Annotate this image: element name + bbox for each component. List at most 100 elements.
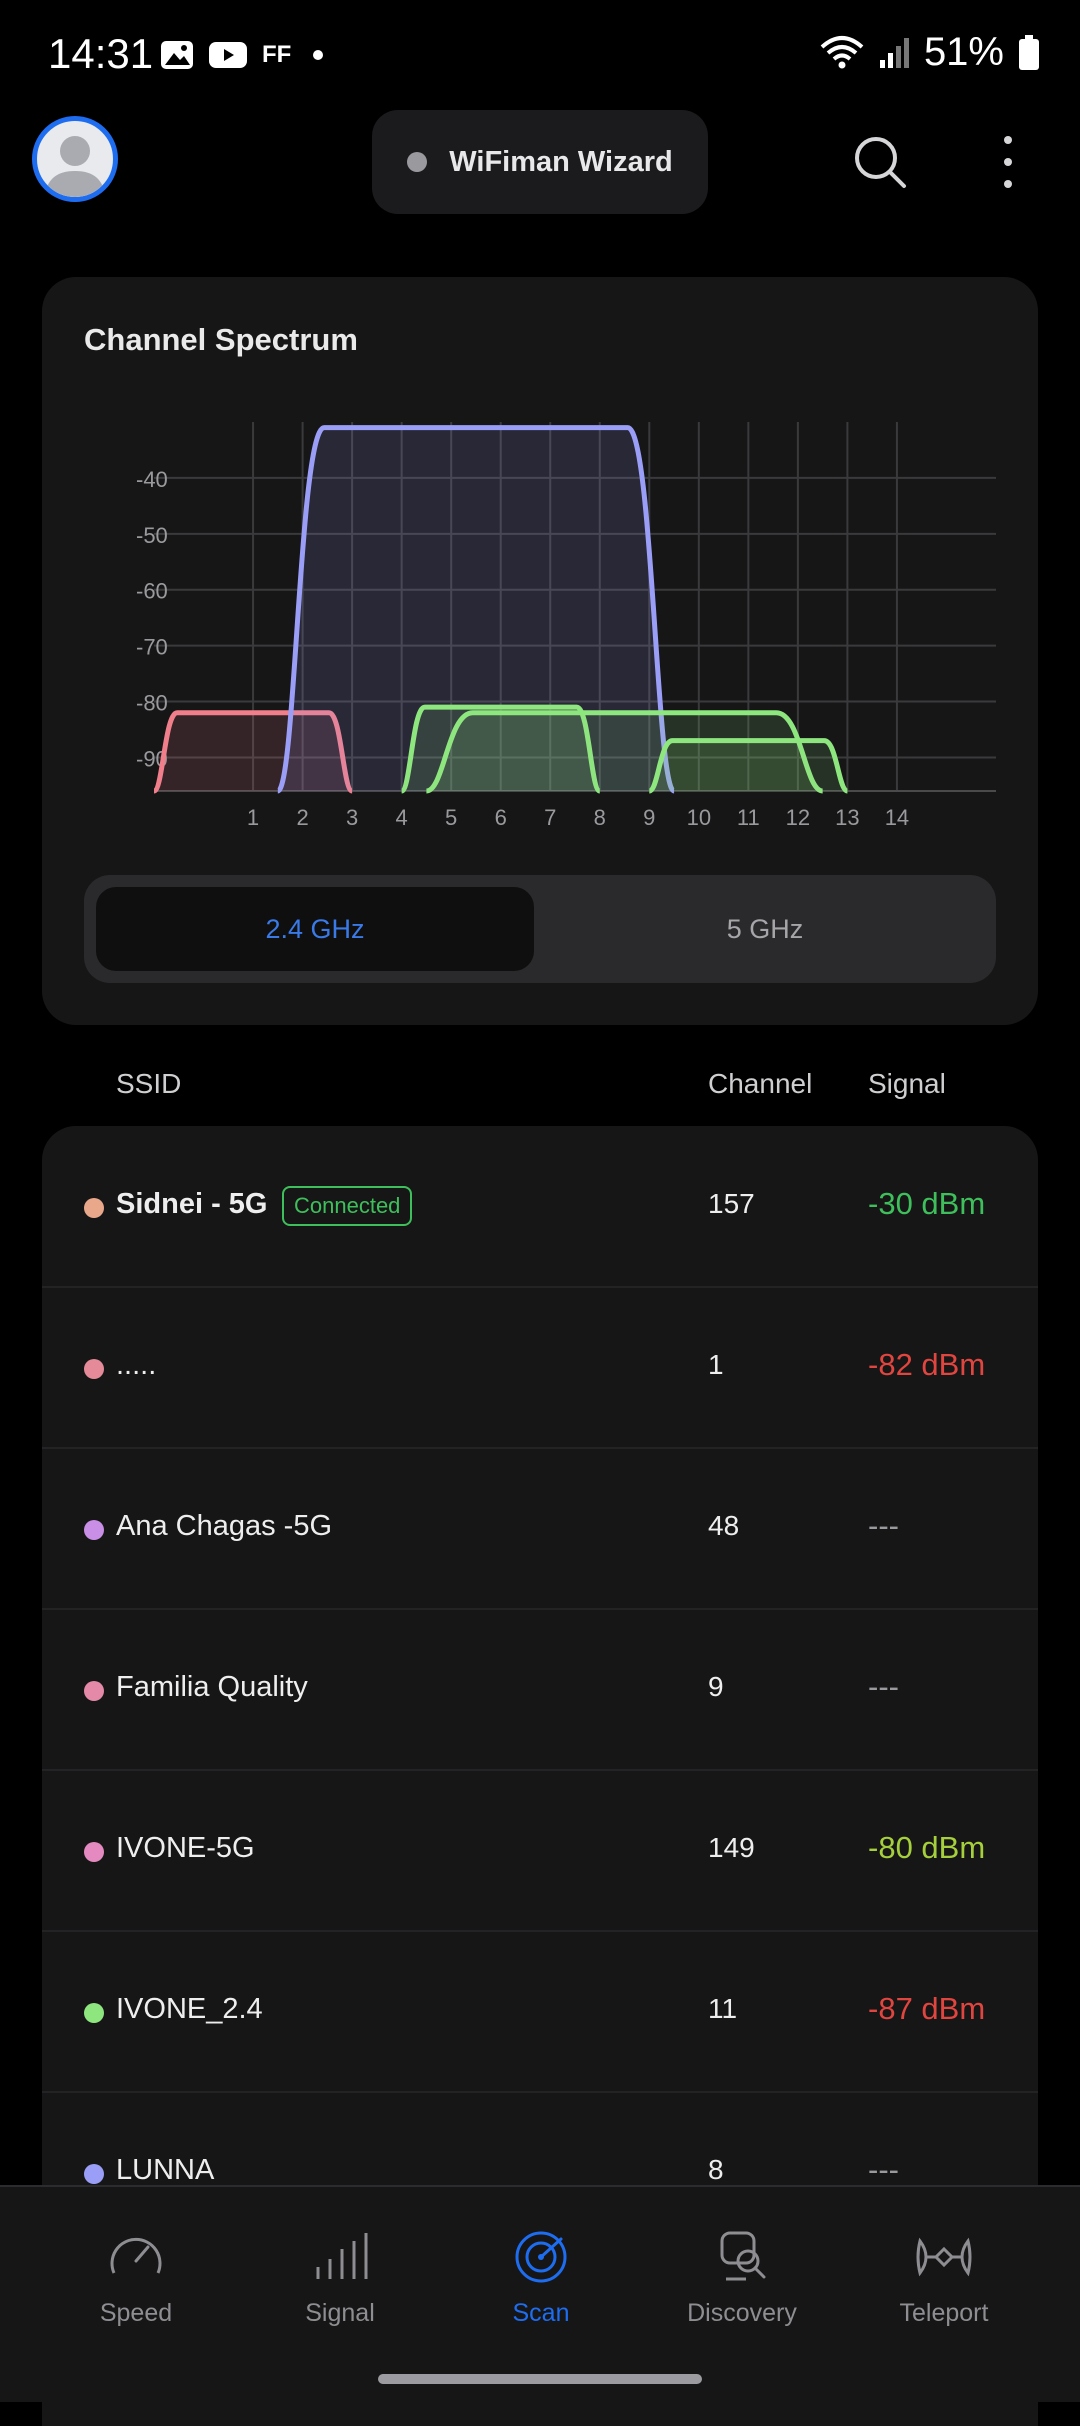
band-5ghz-button[interactable]: 5 GHz: [726, 913, 804, 944]
wifiman-wizard-button[interactable]: WiFiman Wizard: [372, 110, 708, 214]
network-row[interactable]: ..... 1 -82 dBm: [42, 1287, 1038, 1449]
ssid-label: IVONE_2.4: [116, 1993, 263, 2025]
x-tick-label: 7: [544, 805, 556, 830]
channel-value: 1: [708, 1349, 724, 1380]
x-tick-label: 11: [737, 805, 760, 830]
band-2-4ghz-button[interactable]: 2.4 GHz: [96, 887, 534, 971]
more-vert-icon[interactable]: [990, 132, 1026, 192]
network-row[interactable]: IVONE-5G 149 -80 dBm: [42, 1770, 1038, 1932]
ssid-column-header[interactable]: SSID: [116, 1068, 182, 1099]
channel-value: 157: [708, 1188, 755, 1219]
x-tick-label: 4: [396, 805, 408, 830]
ssid-label: IVONE-5G: [116, 1832, 255, 1864]
status-time: 14:31: [48, 30, 154, 77]
x-tick-label: 3: [346, 805, 358, 830]
nav-scan[interactable]: Scan: [433, 2187, 649, 2357]
network-color-dot: [84, 2164, 104, 2184]
battery-percent: 51%: [923, 30, 1004, 74]
wizard-status-dot: [407, 152, 428, 172]
channel-area: [277, 427, 675, 791]
gallery-icon: [161, 41, 193, 69]
x-tick-label: 1: [247, 805, 259, 830]
avatar[interactable]: [32, 116, 118, 202]
signal-value: ---: [868, 1669, 899, 1704]
nav-label: Scan: [512, 2299, 570, 2327]
nav-label: Speed: [99, 2299, 173, 2327]
network-color-dot: [84, 1520, 104, 1540]
channel-spectrum-card: Channel Spectrum -40 -50 -60 -70 -80 -90 1 2 3 4 5…: [42, 277, 1038, 1025]
network-row[interactable]: Sidnei - 5G Connected 157 -30 dBm: [42, 1126, 1038, 1288]
x-tick-label: 10: [687, 805, 711, 830]
nav-discovery[interactable]: Discovery: [634, 2187, 850, 2357]
table-header: SSID Channel Signal: [0, 1068, 1080, 1108]
scan-icon: [515, 2231, 567, 2283]
nav-label: Discovery: [687, 2299, 797, 2327]
ssid-label: Ana Chagas -5G: [116, 1510, 333, 1542]
notification-icons: FF: [160, 40, 324, 70]
nav-label: Signal: [305, 2299, 375, 2327]
x-tick-label: 8: [594, 805, 606, 830]
youtube-icon: [209, 42, 247, 68]
channel-value: 11: [708, 1993, 738, 2024]
channel-area: [426, 712, 823, 791]
channel-column-header[interactable]: Channel: [708, 1068, 813, 1099]
x-tick-label: 9: [643, 805, 655, 830]
wizard-label: WiFiman Wizard: [449, 145, 673, 178]
signal-value: -80 dBm: [868, 1830, 986, 1865]
x-tick-label: 12: [786, 805, 810, 830]
channel-line: [151, 710, 355, 794]
channel-area: [649, 740, 848, 791]
band-toggle: 2.4 GHz 5 GHz: [84, 875, 996, 983]
teleport-icon: [916, 2237, 972, 2277]
nav-teleport[interactable]: Teleport: [836, 2187, 1052, 2357]
battery-icon: [1019, 34, 1039, 70]
channel-value: 149: [708, 1832, 755, 1863]
channel-line: [425, 710, 824, 794]
ssid-label: Familia Quality: [116, 1671, 308, 1703]
signal-column-header[interactable]: Signal: [868, 1068, 946, 1099]
network-color-dot: [84, 2003, 104, 2023]
channel-area: [154, 712, 353, 791]
home-indicator[interactable]: [378, 2374, 702, 2384]
signal-value: -82 dBm: [868, 1347, 986, 1382]
app-header: WiFiman Wizard: [0, 110, 1080, 220]
x-tick-label: 6: [495, 805, 507, 830]
status-right: 51%: [820, 30, 1040, 75]
y-tick-label: -40: [136, 467, 168, 492]
signal-value: ---: [868, 2152, 899, 2187]
search-icon[interactable]: [850, 132, 910, 192]
discovery-icon: [720, 2231, 766, 2281]
x-tick-label: 13: [835, 805, 859, 830]
bottom-nav: Speed Signal Scan Discovery: [0, 2185, 1080, 2402]
channel-value: 9: [708, 1671, 724, 1702]
network-color-dot: [84, 1359, 104, 1379]
network-color-dot: [84, 1842, 104, 1862]
dot-icon: [313, 50, 324, 60]
nav-speed[interactable]: Speed: [28, 2187, 244, 2357]
network-color-dot: [84, 1198, 104, 1218]
y-tick-label: -50: [136, 523, 168, 548]
ssid-label: LUNNA: [116, 2154, 215, 2186]
wifi-icon: [820, 35, 864, 68]
channel-line: [399, 704, 603, 794]
y-tick-label: -80: [136, 691, 168, 716]
signal-icon: [316, 2233, 368, 2279]
spectrum-chart: -40-50-60-70-80-901 2 3 4 5 6 7 8 9 10 11 12 13 14: [136, 422, 996, 830]
channel-value: 48: [708, 1510, 740, 1541]
nav-label: Teleport: [899, 2299, 989, 2327]
signal-value: -30 dBm: [868, 1186, 986, 1221]
signal-value: -87 dBm: [868, 1991, 986, 2026]
x-tick-label: 5: [445, 805, 457, 830]
x-tick-label: 14: [885, 805, 909, 830]
channel-value: 8: [708, 2154, 724, 2185]
ssid-label: .....: [116, 1349, 157, 1381]
channel-area: [401, 707, 600, 791]
network-row[interactable]: Ana Chagas -5G 48 ---: [42, 1448, 1038, 1610]
nav-signal[interactable]: Signal: [232, 2187, 448, 2357]
speed-icon: [110, 2237, 162, 2274]
network-row[interactable]: IVONE_2.4 11 -87 dBm: [42, 1931, 1038, 2093]
y-tick-label: -70: [136, 635, 168, 660]
network-row[interactable]: Familia Quality 9 ---: [42, 1609, 1038, 1771]
status-bar: 14:31 FF 51%: [0, 0, 1080, 110]
x-tick-label: 2: [296, 805, 308, 830]
